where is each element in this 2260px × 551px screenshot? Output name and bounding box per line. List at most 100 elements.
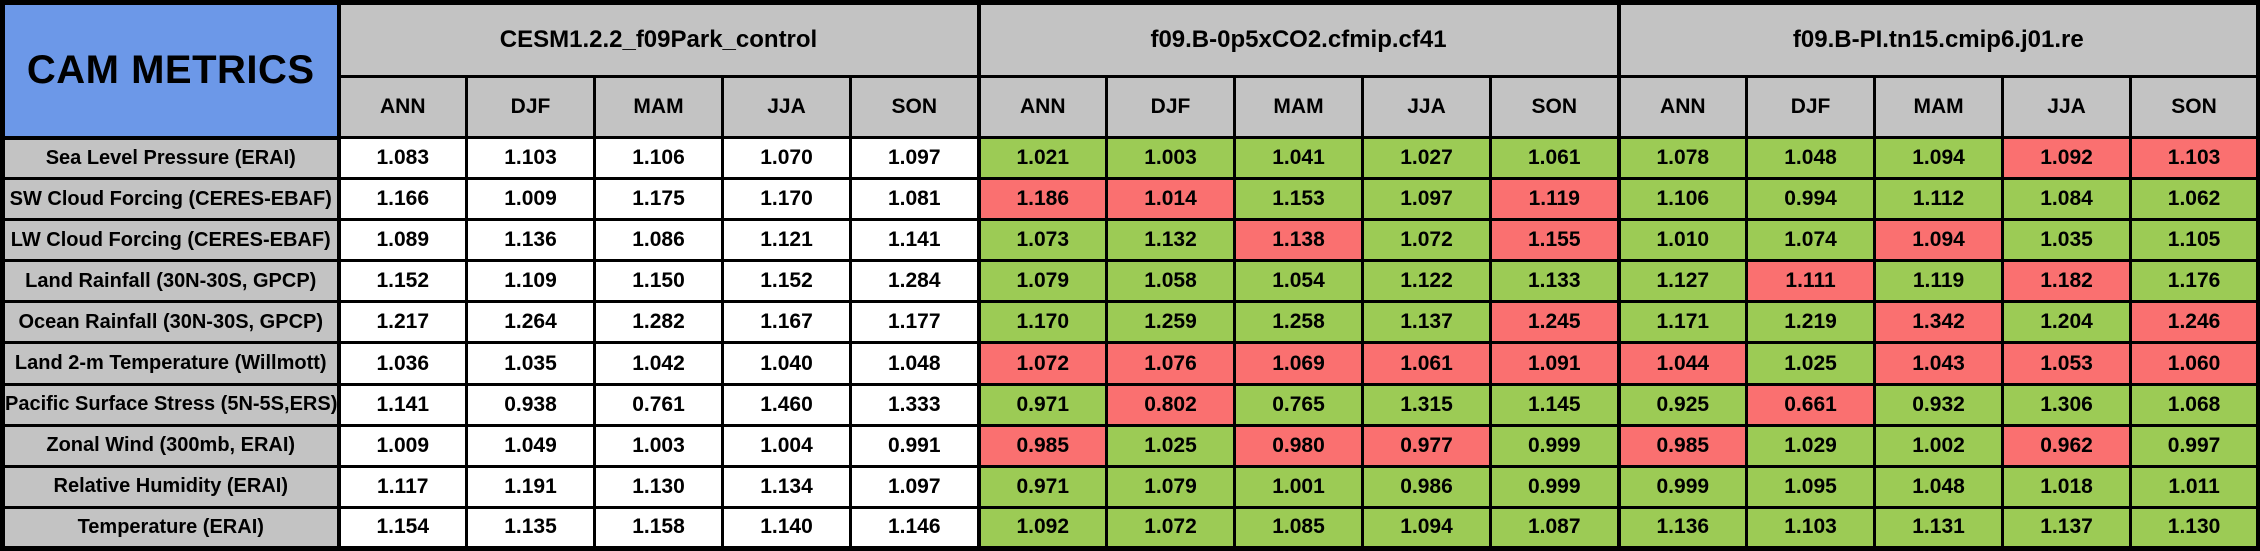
metric-cell: 1.092: [976, 505, 1108, 551]
metric-cell: 1.079: [1105, 464, 1236, 509]
metric-cell: 0.994: [1745, 177, 1877, 222]
metric-cell: 1.137: [1361, 300, 1492, 345]
metric-cell: 1.053: [2001, 341, 2133, 386]
metric-cell: 1.155: [1488, 218, 1621, 263]
row-label: Land 2-m Temperature (Willmott): [1, 341, 341, 386]
metric-cell: 1.130: [2129, 505, 2260, 551]
metric-cell: 1.097: [849, 464, 980, 509]
table-row: Pacific Surface Stress (5N-5S,ERS) 1.141 0…: [1, 382, 2260, 427]
metric-cell: 1.170: [976, 300, 1108, 345]
metric-cell: 0.999: [1488, 464, 1621, 509]
table-row: Temperature (ERAI) 1.154 1.135 1.158 1.140 1.…: [1, 505, 2260, 551]
metric-cell: 1.092: [2001, 135, 2133, 181]
table-title: CAM METRICS: [1, 1, 341, 140]
metric-cell: 1.084: [2001, 177, 2133, 222]
metric-cell: 1.079: [976, 259, 1108, 304]
metric-cell: 0.925: [1616, 382, 1749, 427]
table-row: Sea Level Pressure (ERAI) 1.083 1.103 1.106…: [1, 135, 2260, 181]
metric-cell: 1.001: [1233, 464, 1364, 509]
metric-cell: 1.217: [336, 300, 468, 345]
metric-cell: 0.991: [849, 423, 980, 468]
metric-cell: 1.086: [593, 218, 724, 263]
metric-cell: 1.061: [1488, 135, 1621, 181]
metric-cell: 1.109: [465, 259, 596, 304]
metric-cell: 0.999: [1488, 423, 1621, 468]
metric-cell: 0.932: [1873, 382, 2005, 427]
metric-cell: 0.985: [1616, 423, 1749, 468]
model-name-0p5xco2: f09.B-0p5xCO2.cfmip.cf41: [976, 1, 1621, 78]
metric-cell: 1.117: [336, 464, 468, 509]
season-header-son: SON: [849, 75, 980, 139]
metric-cell: 1.219: [1745, 300, 1877, 345]
metric-cell: 1.145: [1488, 382, 1621, 427]
metric-cell: 1.119: [1488, 177, 1621, 222]
metric-cell: 1.021: [976, 135, 1108, 181]
metric-cell: 0.761: [593, 382, 724, 427]
table-row: Ocean Rainfall (30N-30S, GPCP) 1.217 1.264…: [1, 300, 2260, 345]
metric-cell: 1.027: [1361, 135, 1492, 181]
metric-cell: 1.094: [1873, 218, 2005, 263]
model-name-control: CESM1.2.2_f09Park_control: [336, 1, 980, 78]
metric-cell: 1.044: [1616, 341, 1749, 386]
metric-cell: 1.315: [1361, 382, 1492, 427]
metric-cell: 1.048: [849, 341, 980, 386]
metric-cell: 1.177: [849, 300, 980, 345]
metric-cell: 1.074: [1745, 218, 1877, 263]
metric-cell: 1.282: [593, 300, 724, 345]
metric-cell: 1.097: [1361, 177, 1492, 222]
metric-cell: 1.048: [1873, 464, 2005, 509]
metric-cell: 0.802: [1105, 382, 1236, 427]
metric-cell: 1.058: [1105, 259, 1236, 304]
metric-cell: 1.036: [336, 341, 468, 386]
season-header-son: SON: [1488, 75, 1621, 139]
metric-cell: 1.049: [465, 423, 596, 468]
metric-cell: 1.152: [336, 259, 468, 304]
table-row: Zonal Wind (300mb, ERAI) 1.009 1.049 1.003 1…: [1, 423, 2260, 468]
metric-cell: 1.342: [1873, 300, 2005, 345]
season-header-son: SON: [2129, 75, 2260, 139]
metric-cell: 1.043: [1873, 341, 2005, 386]
metric-cell: 1.094: [1873, 135, 2005, 181]
season-header-mam: MAM: [1873, 75, 2005, 139]
metric-cell: 1.029: [1745, 423, 1877, 468]
metric-cell: 1.131: [1873, 505, 2005, 551]
metric-cell: 1.085: [1233, 505, 1364, 551]
metric-cell: 1.103: [2129, 135, 2260, 181]
season-header-ann: ANN: [1616, 75, 1749, 139]
metric-cell: 1.073: [976, 218, 1108, 263]
metric-cell: 1.264: [465, 300, 596, 345]
season-header-djf: DJF: [1745, 75, 1877, 139]
metric-cell: 1.136: [465, 218, 596, 263]
metric-cell: 1.105: [2129, 218, 2260, 263]
metric-cell: 1.167: [721, 300, 852, 345]
metric-cell: 1.132: [1105, 218, 1236, 263]
metric-cell: 1.060: [2129, 341, 2260, 386]
metric-cell: 1.003: [593, 423, 724, 468]
metric-cell: 1.040: [721, 341, 852, 386]
row-label: Relative Humidity (ERAI): [1, 464, 341, 509]
metric-cell: 1.170: [721, 177, 852, 222]
metric-cell: 1.025: [1105, 423, 1236, 468]
season-header-jja: JJA: [1361, 75, 1492, 139]
metric-cell: 1.460: [721, 382, 852, 427]
model-name-pi-cmip6: f09.B-PI.tn15.cmip6.j01.re: [1616, 1, 2260, 78]
metric-cell: 1.072: [1361, 218, 1492, 263]
metric-cell: 1.094: [1361, 505, 1492, 551]
metric-cell: 0.971: [976, 464, 1108, 509]
metric-cell: 0.971: [976, 382, 1108, 427]
season-header-row: ANN DJF MAM JJA SON ANN DJF MAM JJA SON ANN DJF MAM J…: [3, 75, 2260, 139]
metric-cell: 1.246: [2129, 300, 2260, 345]
season-header-mam: MAM: [1233, 75, 1364, 139]
metric-cell: 0.980: [1233, 423, 1364, 468]
table-row: Relative Humidity (ERAI) 1.117 1.191 1.130 1…: [1, 464, 2260, 509]
metric-cell: 1.081: [849, 177, 980, 222]
row-label: SW Cloud Forcing (CERES-EBAF): [1, 177, 341, 222]
metric-cell: 1.119: [1873, 259, 2005, 304]
metric-cell: 1.061: [1361, 341, 1492, 386]
metric-cell: 1.140: [721, 505, 852, 551]
metric-cell: 1.078: [1616, 135, 1749, 181]
metric-cell: 1.068: [2129, 382, 2260, 427]
row-label: Temperature (ERAI): [1, 505, 341, 551]
metric-cell: 1.002: [1873, 423, 2005, 468]
metric-cell: 1.134: [721, 464, 852, 509]
